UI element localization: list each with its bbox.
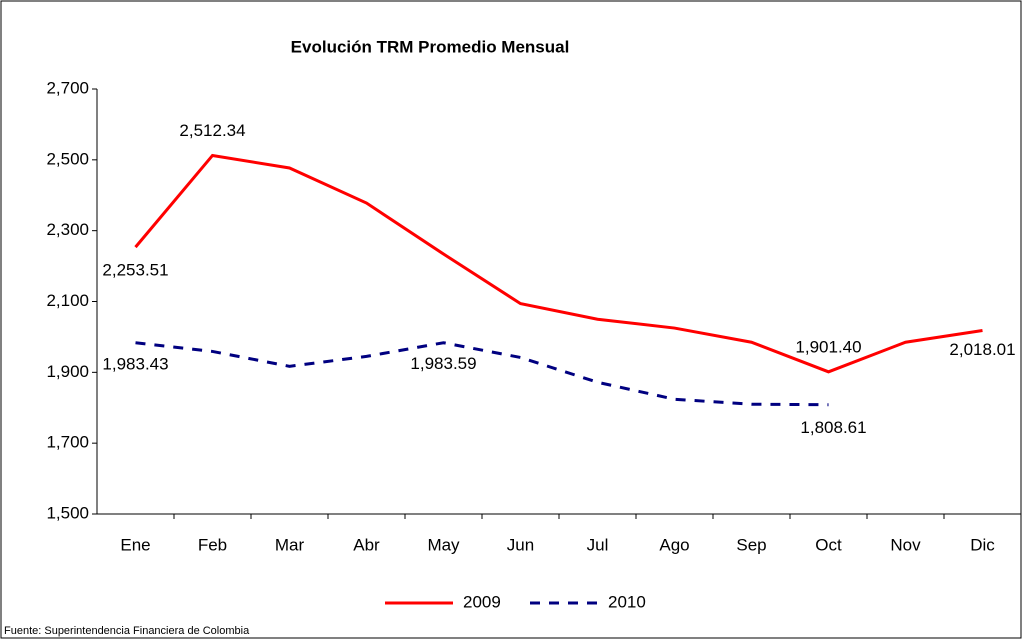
x-tick-label: Ene (120, 535, 150, 554)
x-tick-label: Mar (275, 535, 305, 554)
y-tick-label: 2,300 (46, 220, 89, 239)
x-tick-label: Jul (587, 535, 609, 554)
x-tick-label: Feb (198, 535, 227, 554)
y-tick-label: 2,100 (46, 291, 89, 310)
legend-label: 2010 (608, 592, 646, 611)
data-label: 2,253.51 (102, 261, 168, 280)
y-tick-label: 1,700 (46, 433, 89, 452)
x-tick-label: May (427, 535, 460, 554)
x-tick-label: Dic (970, 535, 995, 554)
x-tick-label: Jun (507, 535, 534, 554)
data-label: 1,901.40 (795, 337, 861, 356)
data-label: 2,512.34 (179, 121, 245, 140)
y-tick-label: 1,500 (46, 503, 89, 522)
chart-title: Evolución TRM Promedio Mensual (291, 37, 570, 56)
x-tick-label: Oct (815, 535, 842, 554)
y-tick-label: 2,500 (46, 149, 89, 168)
x-tick-label: Ago (659, 535, 689, 554)
data-label: 1,808.61 (800, 418, 866, 437)
y-tick-label: 2,700 (46, 78, 89, 97)
data-label: 2,018.01 (949, 340, 1015, 359)
legend-label: 2009 (463, 592, 501, 611)
series-line (135, 341, 829, 407)
y-tick-label: 1,900 (46, 362, 89, 381)
data-label: 1,983.43 (102, 354, 168, 373)
series-line (134, 153, 983, 374)
x-tick-label: Sep (736, 535, 766, 554)
source-note: Fuente: Superintendencia Financiera de C… (4, 625, 250, 637)
x-tick-label: Abr (353, 535, 380, 554)
x-tick-label: Nov (890, 535, 921, 554)
data-label: 1,983.59 (410, 354, 476, 373)
